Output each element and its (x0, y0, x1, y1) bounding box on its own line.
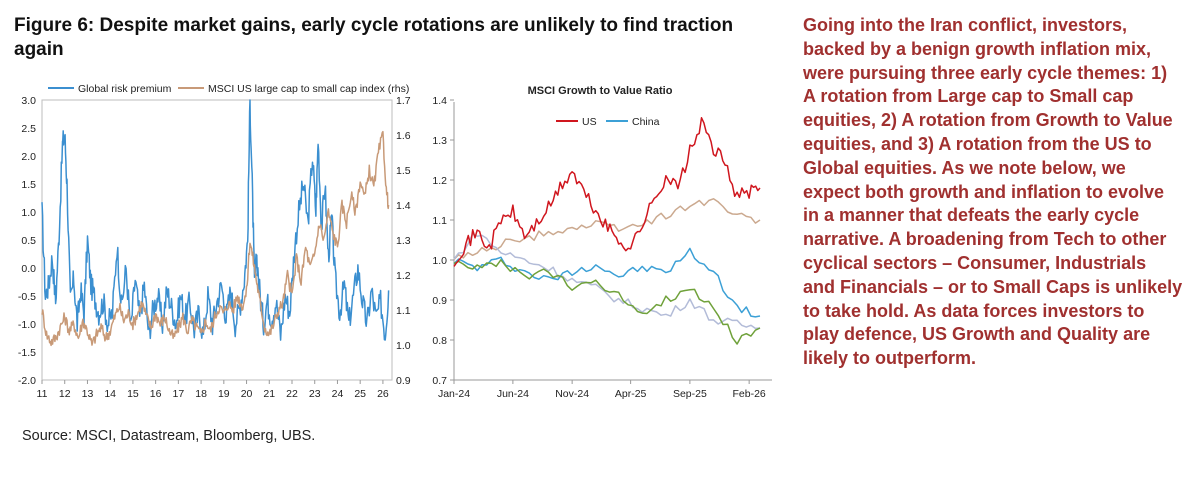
x-tick-label: Nov-24 (555, 388, 589, 400)
risk-premium-chart: 3.0 2.5 2.0 1.5 1.0 0.5 0.0 -0.5 -1.0 -1.5 -2.0 1.7… (18, 83, 411, 400)
y-tick-label: 0.9 (432, 295, 447, 307)
growth-value-chart: MSCI Growth to Value Ratio 1.4 1.3 1.2 1.1 1.… (432, 85, 772, 400)
y-left-tick-label: 1.5 (21, 179, 36, 191)
legend-label-us: US (582, 116, 597, 128)
source-note: Source: MSCI, Datastream, Bloomberg, UBS… (22, 428, 316, 444)
y-tick-label: 1.2 (432, 175, 447, 187)
x-tick-label: Jun-24 (497, 388, 529, 400)
series-line-china (453, 247, 761, 318)
y-left-tick-label: -0.5 (18, 291, 36, 303)
chart2-title: MSCI Growth to Value Ratio (528, 85, 673, 97)
series-line-large-to-small-cap (41, 130, 390, 347)
y-right-tick-label: 1.5 (396, 165, 411, 177)
legend-label-large-to-small-cap: MSCI US large cap to small cap index (rh… (208, 83, 409, 95)
x-tick-label: 18 (195, 388, 207, 400)
y-tick-label: 0.7 (432, 375, 447, 387)
x-tick-label: 17 (173, 388, 185, 400)
y-left-tick-label: -1.5 (18, 347, 36, 359)
y-left-tick-label: 2.5 (21, 123, 36, 135)
x-tick-label: Sep-25 (673, 388, 707, 400)
chart1-legend: Global risk premium MSCI US large cap to … (48, 83, 409, 95)
x-tick-label: 12 (59, 388, 71, 400)
y-left-tick-label: 0.5 (21, 235, 36, 247)
legend-label-china: China (632, 116, 660, 128)
legend-label-global-risk-premium: Global risk premium (78, 83, 172, 95)
x-tick-label: 23 (309, 388, 321, 400)
series-line-global-risk-premium (41, 99, 390, 341)
series-line-unlabeled-4 (453, 259, 761, 345)
y-left-tick-label: 0.0 (21, 263, 36, 275)
x-tick-label: 22 (286, 388, 298, 400)
x-tick-label: 14 (104, 388, 116, 400)
series-line-unlabeled-1 (453, 198, 761, 261)
y-tick-label: 0.8 (432, 335, 447, 347)
x-tick-label: 21 (263, 388, 275, 400)
x-tick-label: 24 (332, 388, 344, 400)
x-tick-label: 15 (127, 388, 139, 400)
y-right-tick-label: 1.4 (396, 200, 411, 212)
y-right-tick-label: 1.0 (396, 340, 411, 352)
commentary-text: Going into the Iran conflict, investors,… (803, 15, 1183, 369)
y-tick-label: 1.3 (432, 135, 447, 147)
x-tick-label: 13 (82, 388, 94, 400)
x-tick-label: 16 (150, 388, 162, 400)
x-tick-label: Feb-26 (733, 388, 766, 400)
x-tick-label: 19 (218, 388, 230, 400)
x-tick-label: Apr-25 (615, 388, 647, 400)
y-left-tick-label: 3.0 (21, 95, 36, 107)
y-right-tick-label: 1.7 (396, 95, 411, 107)
y-left-tick-label: 1.0 (21, 207, 36, 219)
y-left-tick-label: 2.0 (21, 151, 36, 163)
y-tick-label: 1.1 (432, 215, 447, 227)
series-line-unlabeled-3 (453, 233, 761, 330)
y-tick-label: 1.4 (432, 95, 447, 107)
x-tick-label: Jan-24 (438, 388, 470, 400)
x-tick-label: 20 (241, 388, 253, 400)
y-right-tick-label: 1.1 (396, 305, 411, 317)
y-right-tick-label: 1.6 (396, 130, 411, 142)
chart2-legend: US China (556, 116, 660, 128)
y-right-tick-label: 0.9 (396, 375, 411, 387)
y-tick-label: 1.0 (432, 255, 447, 267)
y-right-tick-label: 1.2 (396, 270, 411, 282)
plot-frame (41, 99, 393, 381)
x-tick-label: 25 (354, 388, 366, 400)
x-tick-label: 11 (37, 388, 48, 400)
figure-title: Figure 6: Despite market gains, early cy… (14, 15, 734, 60)
y-left-tick-label: -1.0 (18, 319, 36, 331)
x-tick-label: 26 (377, 388, 389, 400)
y-right-tick-label: 1.3 (396, 235, 411, 247)
y-left-tick-label: -2.0 (18, 375, 36, 387)
series-line-us (453, 117, 761, 267)
